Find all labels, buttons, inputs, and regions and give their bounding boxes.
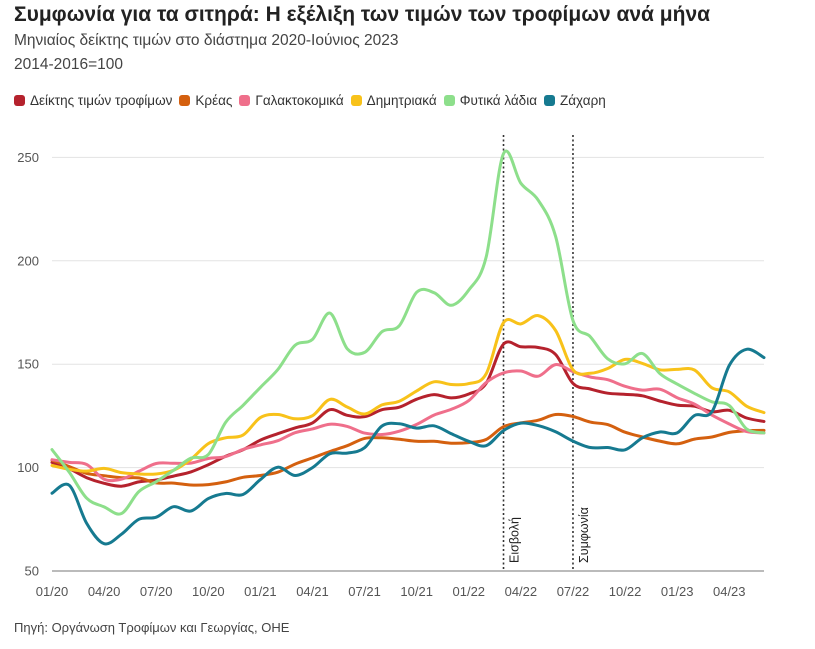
x-tick-label: 04/21 (296, 584, 329, 599)
x-tick-label: 01/21 (244, 584, 277, 599)
x-tick-label: 10/22 (609, 584, 642, 599)
legend-swatch (350, 95, 362, 106)
y-tick-label: 100 (17, 460, 39, 475)
y-tick-label: 250 (17, 150, 39, 165)
chart-legend: Δείκτης τιμών τροφίμων Κρέας Γαλακτοκομι… (14, 93, 613, 108)
y-tick-label: 150 (17, 357, 39, 372)
chart-base-note: 2014-2016=100 (14, 56, 124, 73)
legend-item-dairy: Γαλακτοκομικά (239, 93, 344, 108)
chart-title: Συμφωνία για τα σιτηρά: Η εξέλιξη των τι… (14, 3, 711, 26)
x-tick-label: 01/23 (661, 584, 694, 599)
x-tick-label: 07/22 (557, 584, 590, 599)
x-tick-label: 07/20 (140, 584, 173, 599)
series-line (50, 363, 766, 483)
legend-swatch (14, 95, 25, 106)
x-tick-label: 04/23 (713, 584, 746, 599)
x-tick-label: 01/22 (453, 584, 486, 599)
legend-item-meat: Κρέας (179, 93, 232, 108)
annotation-label: Συμφωνία (577, 507, 591, 563)
legend-item-food-index: Δείκτης τιμών τροφίμων (14, 93, 172, 108)
legend-swatch (443, 95, 455, 106)
x-tick-label: 04/22 (505, 584, 538, 599)
series-line (50, 314, 766, 476)
y-tick-label: 50 (25, 564, 39, 579)
legend-item-vegetable-oils: Φυτικά λάδια (443, 93, 537, 108)
legend-swatch (239, 95, 251, 106)
annotation-label: Εισβολή (508, 517, 522, 563)
legend-label: Γαλακτοκομικά (255, 93, 344, 108)
chart-subtitle: Μηνιαίος δείκτης τιμών στο διάστημα 2020… (14, 32, 399, 49)
legend-item-sugar: Ζάχαρη (544, 93, 606, 108)
legend-item-cereals: Δημητριακά (350, 93, 437, 108)
legend-label: Δείκτης τιμών τροφίμων (30, 93, 173, 108)
legend-swatch (179, 95, 191, 106)
x-tick-label: 04/20 (88, 584, 121, 599)
x-tick-label: 07/21 (348, 584, 381, 599)
series-line (50, 149, 766, 516)
x-tick-label: 10/21 (400, 584, 433, 599)
series-line (50, 347, 766, 546)
y-tick-label: 200 (17, 253, 39, 268)
legend-label: Φυτικά λάδια (459, 93, 537, 108)
x-tick-label: 10/20 (192, 584, 225, 599)
x-tick-label: 01/20 (36, 584, 69, 599)
source-note: Πηγή: Οργάνωση Τροφίμων και Γεωργίας, ΟΗ… (14, 620, 290, 635)
legend-label: Δημητριακά (366, 93, 437, 108)
legend-label: Ζάχαρη (560, 93, 606, 108)
legend-label: Κρέας (195, 93, 233, 108)
series-line (50, 340, 766, 488)
legend-swatch (544, 95, 555, 106)
